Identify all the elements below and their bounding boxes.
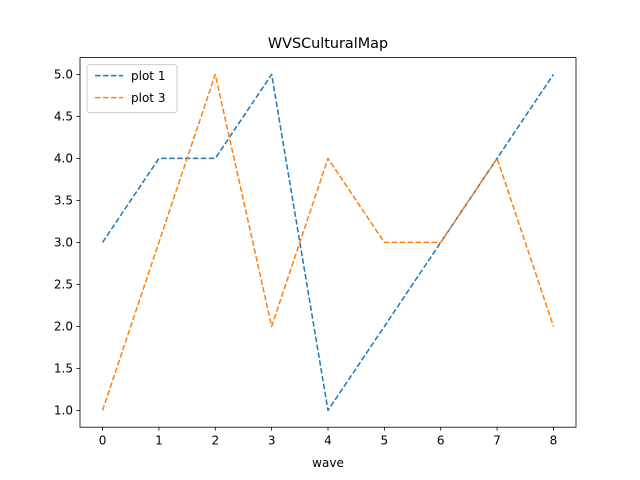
- x-tick-label: 1: [155, 434, 163, 448]
- y-tick-label: 3.5: [54, 194, 73, 208]
- x-tick-label: 7: [493, 434, 501, 448]
- y-tick-label: 4.5: [54, 110, 73, 124]
- x-tick-label: 8: [550, 434, 558, 448]
- y-tick-label: 2.0: [54, 320, 73, 334]
- x-axis-label: wave: [312, 456, 344, 470]
- chart-title: WVSCulturalMap: [268, 36, 388, 52]
- y-tick-label: 1.0: [54, 404, 73, 418]
- legend: plot 1 plot 3: [86, 64, 178, 114]
- x-axis: 0 1 2 3 4 5 6 7 8: [99, 427, 558, 448]
- y-tick-label: 4.0: [54, 152, 73, 166]
- x-tick-label: 3: [268, 434, 276, 448]
- x-tick-label: 6: [437, 434, 445, 448]
- x-tick-label: 2: [211, 434, 219, 448]
- x-tick-label: 5: [381, 434, 389, 448]
- x-tick-label: 0: [99, 434, 107, 448]
- y-tick-label: 3.0: [54, 236, 73, 250]
- series-line-2: [101, 73, 555, 411]
- series-layer: [101, 73, 555, 412]
- y-axis: 1.0 1.5 2.0 2.5 3.0 3.5 4.0 4.5 5.0: [54, 68, 80, 418]
- legend-label-2: plot 3: [131, 91, 165, 105]
- y-tick-label: 1.5: [54, 362, 73, 376]
- legend-label-1: plot 1: [131, 69, 165, 83]
- y-tick-label: 5.0: [54, 68, 73, 82]
- x-tick-label: 4: [324, 434, 332, 448]
- legend-box: [86, 64, 178, 114]
- y-tick-label: 2.5: [54, 278, 73, 292]
